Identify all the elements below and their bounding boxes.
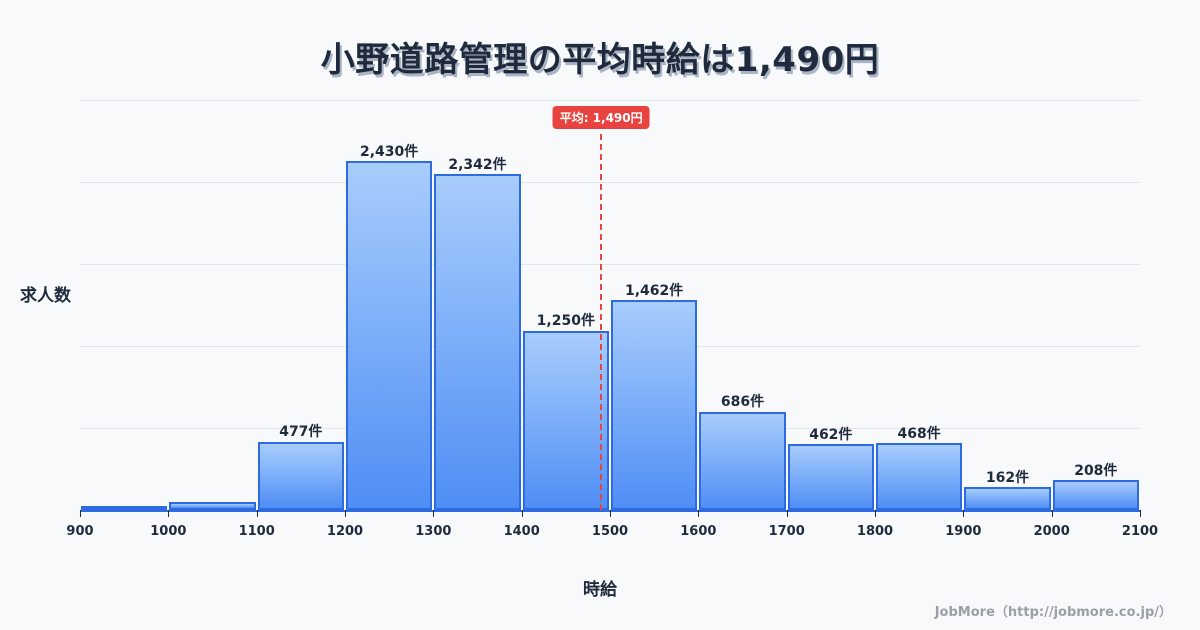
x-tick: [521, 510, 523, 517]
bar-value-label: 1,250件: [536, 313, 595, 330]
x-tick-label: 2100: [1121, 524, 1159, 539]
x-tick-label: 1100: [238, 524, 275, 539]
x-tick: [256, 510, 258, 517]
x-tick: [1140, 510, 1141, 517]
bar-value-label: 2,342件: [448, 156, 507, 173]
histogram-bar: [346, 161, 433, 510]
x-tick-label: 1900: [945, 524, 982, 539]
y-axis-label: 求人数: [20, 286, 71, 306]
bar-value-label: 162件: [985, 469, 1030, 486]
histogram-bar: [964, 486, 1051, 510]
mean-line: [600, 134, 603, 510]
histogram-bar: [611, 300, 698, 510]
histogram-bar: [81, 506, 168, 510]
x-tick-label: 1600: [680, 524, 717, 539]
bar-value-label: 1,462件: [625, 283, 684, 300]
x-tick: [786, 510, 788, 517]
gridline: [80, 182, 1140, 183]
histogram-bar: [434, 173, 521, 510]
x-tick: [1051, 510, 1053, 517]
x-tick: [345, 510, 346, 517]
histogram-bar: [257, 441, 344, 510]
histogram-bar: [699, 411, 786, 510]
bar-value-label: 2,430件: [360, 144, 419, 161]
x-axis-label: 時給: [583, 580, 617, 600]
x-tick: [698, 510, 700, 517]
x-tick: [610, 510, 611, 517]
x-tick-label: 1300: [415, 524, 452, 539]
bar-value-label: 208件: [1074, 463, 1118, 480]
x-tick: [433, 510, 435, 517]
chart-title: 小野道路管理の平均時給は1,490円: [320, 40, 880, 80]
histogram-bar: [169, 502, 256, 510]
bar-value-label: 686件: [720, 394, 765, 411]
bar-value-label: 468件: [897, 425, 941, 442]
credit-text: JobMore（http://jobmore.co.jp/）: [934, 605, 1172, 620]
bar-value-label: 477件: [279, 424, 323, 441]
x-tick-label: 900: [66, 524, 94, 539]
gridline: [80, 264, 1140, 265]
x-tick: [168, 510, 170, 517]
histogram-plot-area: 477件 2,430件 2,342件 1,250件 1,462件 686件 462件 468件…: [66, 100, 1158, 539]
histogram-bar: [787, 443, 874, 510]
gridline: [80, 100, 1140, 101]
bar-value-label: 462件: [809, 426, 853, 443]
x-tick-label: 2000: [1033, 524, 1070, 539]
x-tick: [963, 510, 965, 517]
x-tick-label: 1500: [591, 524, 629, 539]
histogram-bar: [522, 330, 609, 510]
x-tick: [875, 510, 876, 517]
x-tick-label: 1000: [150, 524, 187, 539]
histogram-bar: [1052, 480, 1139, 510]
x-tick-label: 1400: [503, 524, 540, 539]
histogram-bar: [876, 442, 963, 510]
x-tick-label: 1800: [856, 524, 894, 539]
x-tick-label: 1200: [326, 524, 364, 539]
gridline: [80, 346, 1140, 347]
gridline: [80, 428, 1140, 429]
mean-badge: 平均: 1,490円: [552, 106, 650, 129]
x-tick: [80, 510, 81, 517]
x-tick-label: 1700: [768, 524, 805, 539]
